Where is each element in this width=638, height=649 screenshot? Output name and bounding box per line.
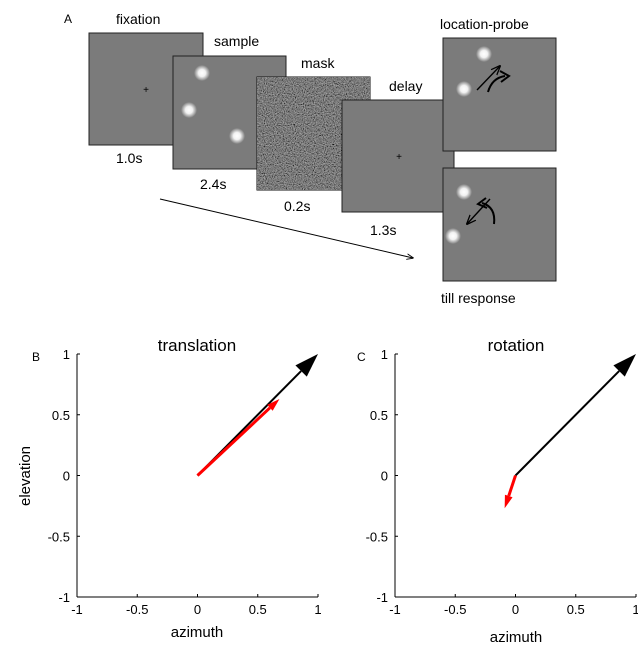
red-vector-line (507, 475, 517, 497)
x-tick-label: 0.5 (567, 602, 585, 617)
panel-letter-a: A (64, 12, 72, 26)
y-tick-label: -1 (58, 590, 70, 605)
black-vector-line (514, 370, 620, 477)
y-axis-label: elevation (17, 446, 34, 506)
black-vector-arrowhead (613, 354, 636, 377)
panel-a-trial-sequence: A + fixation 1.0s sample 2.4s mask 0.2s … (64, 11, 557, 306)
rotation-arrowhead (476, 197, 488, 209)
rotation-arrow-icon (481, 202, 496, 225)
fixation-duration: 1.0s (116, 150, 142, 166)
x-axis-label: azimuth (490, 629, 543, 646)
probe-dot (445, 228, 461, 244)
fixation-label: fixation (116, 11, 160, 27)
red-vector-arrowhead (267, 398, 280, 411)
y-tick-label: 1 (63, 347, 70, 362)
y-tick-label: 1 (381, 347, 388, 362)
y-tick-label: 0 (63, 469, 70, 484)
probe-dot (456, 184, 472, 200)
y-tick-label: -1 (376, 590, 388, 605)
delay-label: delay (389, 78, 422, 94)
sample-label: sample (214, 33, 259, 49)
y-tick-label: 0.5 (52, 408, 70, 423)
mask-label: mask (301, 55, 335, 71)
chart-title: rotation (488, 336, 545, 355)
x-tick-label: 1 (314, 602, 321, 617)
red-vector-line (196, 406, 271, 477)
y-tick-label: -0.5 (366, 529, 388, 544)
x-tick-label: -1 (71, 602, 83, 617)
sample-dot (181, 102, 197, 118)
chart-rotation: C rotation -1 -0.5 0 0.5 1 1 0.5 0 -0.5 -1 azimu… (357, 336, 638, 646)
translation-arrow-icon (467, 198, 491, 224)
chart-translation: B translation -1 -0.5 0 0.5 1 1 0.5 0 -0.5 -1 az… (17, 336, 322, 641)
sample-dot (194, 65, 210, 81)
y-tick-label: 0 (381, 469, 388, 484)
translation-arrow-icon (476, 66, 500, 91)
delay-frame (341, 99, 455, 213)
x-tick-label: 1 (632, 602, 638, 617)
red-vector-arrowhead (504, 494, 513, 509)
fixation-cross-icon: + (396, 152, 402, 163)
chart-title: translation (158, 336, 236, 355)
panel-letter-c: C (357, 350, 366, 364)
rotation-arrowhead (499, 70, 511, 83)
y-tick-label: -0.5 (48, 529, 70, 544)
x-tick-label: -1 (389, 602, 401, 617)
sample-dot (229, 128, 245, 144)
x-tick-label: 0 (194, 602, 201, 617)
y-tick-label: 0.5 (370, 408, 388, 423)
black-vector-arrowhead (295, 354, 318, 377)
panel-letter-b: B (32, 350, 40, 364)
delay-duration: 1.3s (370, 222, 396, 238)
probe-dot (476, 46, 492, 62)
x-tick-label: -0.5 (444, 602, 466, 617)
fixation-cross-icon: + (143, 85, 149, 96)
response-label: till response (441, 290, 516, 306)
rotation-arrow-icon (487, 75, 506, 93)
sample-duration: 2.4s (200, 176, 226, 192)
probe-dot (456, 81, 472, 97)
timeline-arrow (159, 198, 413, 258)
x-tick-label: 0.5 (249, 602, 267, 617)
x-tick-label: 0 (512, 602, 519, 617)
x-tick-label: -0.5 (126, 602, 148, 617)
mask-duration: 0.2s (284, 198, 310, 214)
x-axis-label: azimuth (171, 624, 224, 641)
probe-frame-rotation (442, 167, 557, 282)
probe-label: location-probe (440, 16, 529, 32)
